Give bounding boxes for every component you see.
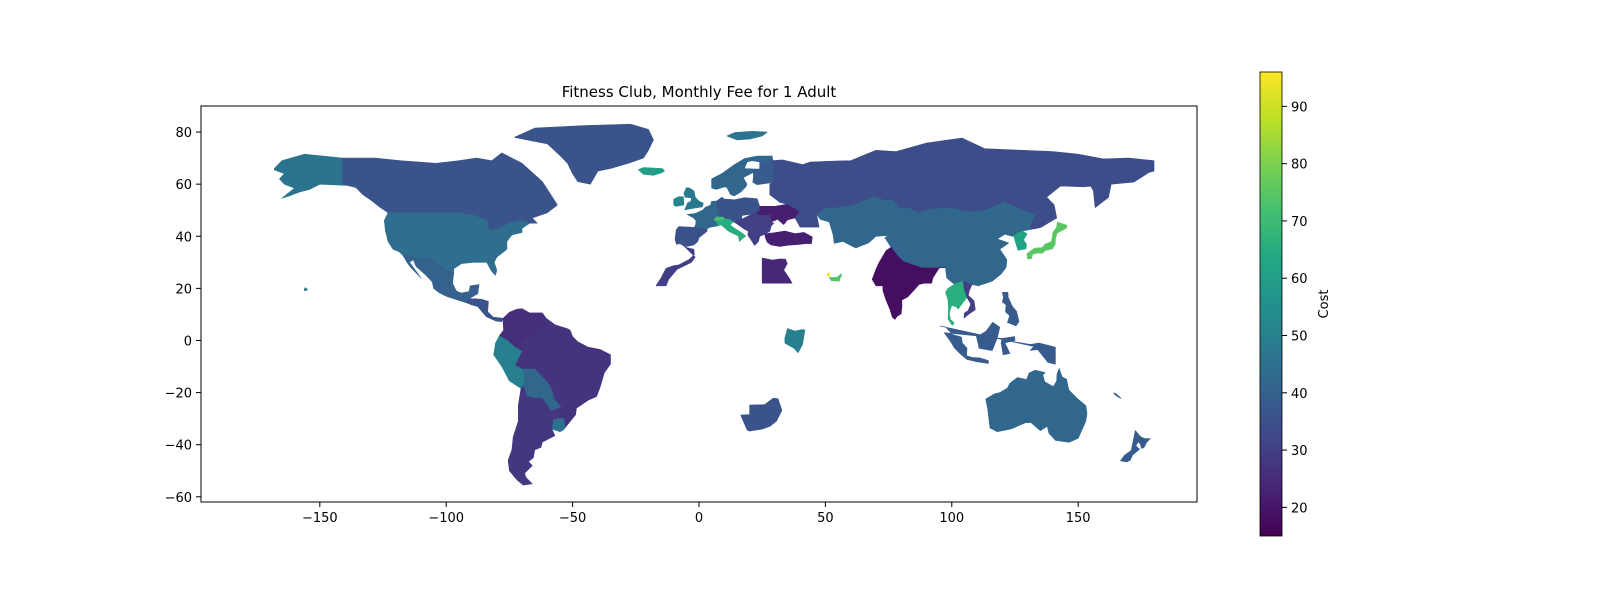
y-tick-label: 0 — [184, 334, 192, 349]
region-argentina-chile — [507, 385, 562, 486]
x-axis: −150 −100 −50 0 50 100 150 — [302, 502, 1091, 526]
region-south-africa — [740, 397, 783, 432]
region-morocco-west-africa — [655, 246, 696, 287]
region-korea — [1013, 230, 1028, 251]
region-iceland — [637, 167, 665, 176]
region-russia — [769, 137, 1155, 230]
region-japan — [1026, 221, 1068, 260]
colorbar-tick-label: 60 — [1291, 272, 1308, 287]
region-kenya — [784, 328, 806, 354]
region-central-america — [466, 298, 504, 323]
colorbar — [1259, 71, 1283, 537]
colorbar-tick-label: 80 — [1291, 158, 1308, 173]
map-regions — [273, 123, 1155, 486]
region-central-europe — [716, 196, 761, 222]
region-canada — [342, 152, 558, 232]
x-tick-label: −100 — [428, 511, 464, 526]
region-greenland — [514, 123, 654, 185]
region-philippines — [1002, 291, 1020, 327]
colorbar-tick-label: 90 — [1291, 100, 1308, 115]
colorbar-tick-label: 70 — [1291, 215, 1308, 230]
region-alaska — [273, 153, 359, 199]
region-scandinavia — [711, 155, 773, 197]
colorbar-tick-label: 40 — [1291, 387, 1308, 402]
y-tick-label: 80 — [175, 126, 192, 141]
region-ireland — [673, 196, 685, 207]
x-tick-label: 150 — [1066, 511, 1091, 526]
region-indonesia-malaysia — [939, 321, 1056, 365]
x-tick-label: 100 — [939, 511, 964, 526]
region-italy — [716, 218, 747, 242]
region-brazil — [515, 317, 611, 429]
region-hawaii — [304, 287, 309, 292]
region-turkey — [764, 230, 813, 247]
region-china-mongolia — [884, 201, 1036, 287]
region-iberia — [674, 226, 708, 247]
region-uae — [829, 273, 842, 282]
region-united-states — [383, 212, 530, 276]
colorbar-tick-label: 50 — [1291, 330, 1308, 345]
region-australia — [985, 368, 1088, 443]
y-tick-label: 60 — [175, 178, 192, 193]
region-new-zealand — [1120, 430, 1151, 463]
region-india — [871, 246, 946, 320]
region-vietnam — [962, 280, 976, 319]
y-tick-label: 20 — [175, 282, 192, 297]
x-tick-label: −150 — [302, 511, 338, 526]
map-title: Fitness Club, Monthly Fee for 1 Adult — [562, 83, 837, 101]
x-tick-label: 0 — [695, 511, 703, 526]
y-tick-label: −60 — [165, 491, 192, 506]
y-tick-label: 40 — [175, 230, 192, 245]
y-tick-label: −20 — [165, 387, 192, 402]
region-qatar — [827, 272, 830, 277]
region-new-caledonia — [1113, 392, 1122, 399]
colorbar-tick-label: 20 — [1291, 501, 1308, 516]
region-united-kingdom — [683, 187, 704, 211]
colorbar-tick-label: 30 — [1291, 444, 1308, 459]
region-balkans — [733, 212, 775, 246]
region-egypt — [761, 257, 793, 284]
colorbar-ticks: 20 30 40 50 60 70 80 90 — [1282, 100, 1308, 516]
region-svalbard — [726, 131, 768, 141]
x-tick-label: −50 — [559, 511, 586, 526]
region-uruguay — [551, 418, 566, 433]
region-thailand — [945, 280, 968, 326]
y-tick-label: −40 — [165, 439, 192, 454]
y-axis: −60 −40 −20 0 20 40 60 80 — [165, 126, 201, 506]
colorbar-label: Cost — [1317, 290, 1332, 319]
x-tick-label: 50 — [817, 511, 834, 526]
